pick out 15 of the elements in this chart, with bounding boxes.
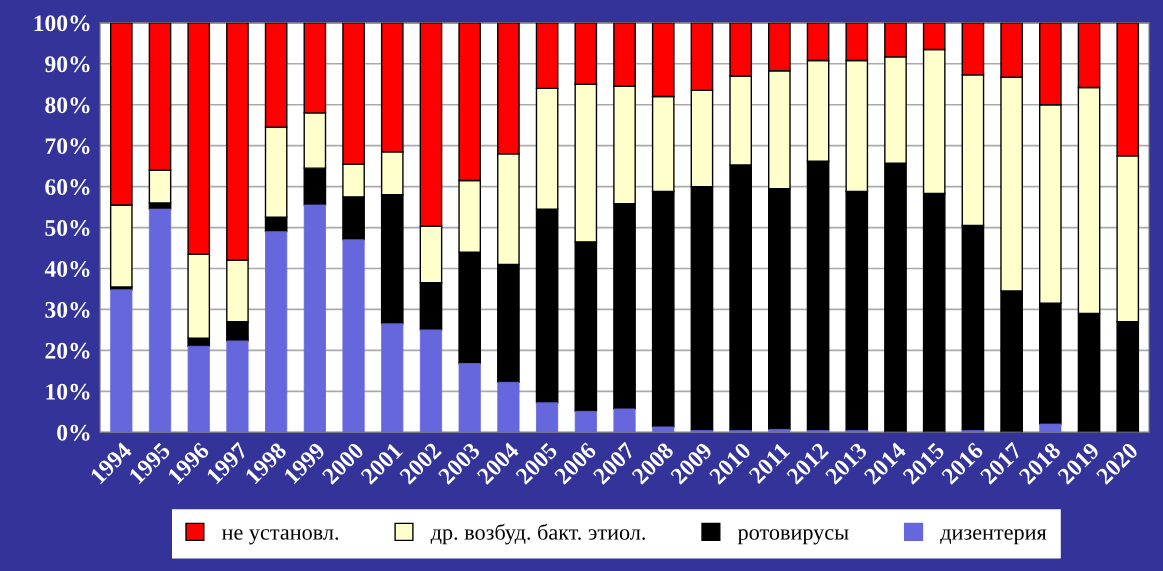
y-tick-label: 50% xyxy=(45,220,90,237)
y-tick-label: 100% xyxy=(34,15,90,32)
y-tick-label: 90% xyxy=(45,56,90,73)
legend-label: ротовирусы xyxy=(737,529,849,545)
y-tick-label: 80% xyxy=(45,97,90,114)
legend-label: др. возбуд. бакт. этиол. xyxy=(430,523,645,545)
y-tick-label: 0% xyxy=(57,424,90,441)
y-tick-label: 20% xyxy=(45,342,90,359)
y-tick-label: 10% xyxy=(46,383,90,400)
y-tick-label: 60% xyxy=(45,179,90,196)
y-tick-label: 70% xyxy=(45,138,90,155)
y-tick-label: 30% xyxy=(45,301,90,318)
legend-label: не установл. xyxy=(221,529,339,545)
y-tick-label: 40% xyxy=(44,260,90,277)
legend-label: дизентерия xyxy=(940,529,1047,545)
